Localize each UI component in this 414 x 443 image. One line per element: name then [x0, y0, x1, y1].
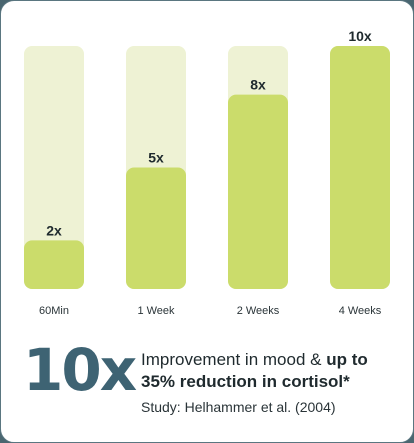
bar-3: [330, 46, 390, 289]
x-tick-label: 1 Week: [137, 305, 175, 317]
bar-chart: 2x 60Min 5x 1 Week 8x 2 Weeks 10x 4 Weeks: [24, 28, 390, 317]
study-citation: Study: Helhammer et al. (2004): [141, 399, 336, 415]
x-tick-label: 60Min: [39, 305, 69, 317]
data-label: 2x: [46, 222, 62, 238]
summary-text-bold: up to 35% reduction in cortisol*: [141, 350, 368, 391]
x-tick-label: 2 Weeks: [237, 305, 280, 317]
data-label: 10x: [348, 28, 372, 44]
bar-track: [24, 46, 84, 289]
x-tick-label: 4 Weeks: [339, 305, 382, 317]
headline-number: 10x: [23, 336, 137, 404]
summary-text-regular: Improvement in mood &: [141, 350, 327, 369]
bar-1: [126, 167, 186, 289]
summary-footer: 10x Improvement in mood & up to 35% redu…: [23, 341, 403, 425]
bar-0: [24, 240, 84, 289]
summary-text: Improvement in mood & up to 35% reductio…: [141, 349, 403, 393]
bar-2: [228, 94, 288, 289]
data-label: 5x: [148, 150, 164, 166]
data-label: 8x: [250, 77, 266, 93]
